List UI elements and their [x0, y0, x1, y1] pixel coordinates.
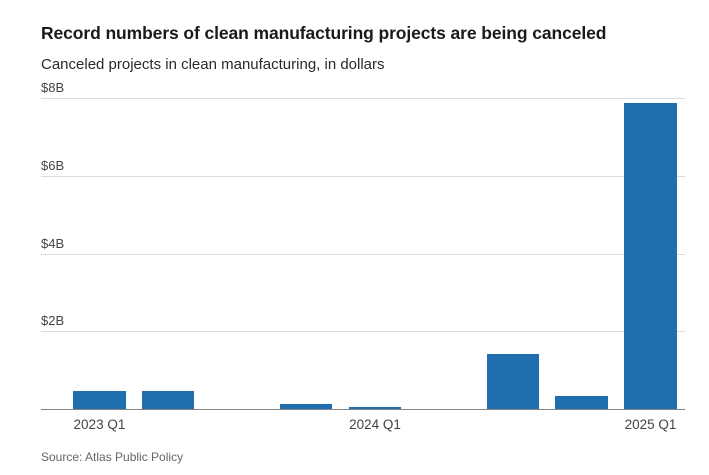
- chart-subtitle: Canceled projects in clean manufacturing…: [41, 56, 385, 73]
- gridline: [41, 175, 685, 177]
- y-tick-label: $2B: [41, 313, 65, 329]
- source-note: Source: Atlas Public Policy: [41, 450, 184, 464]
- bars-layer: [65, 85, 685, 410]
- bar-2023-q4: [279, 404, 333, 410]
- chart-title: Record numbers of clean manufacturing pr…: [41, 23, 607, 43]
- x-axis-baseline: [41, 409, 685, 410]
- gridline: [41, 98, 685, 99]
- bar-2024-q4: [555, 395, 608, 410]
- y-tick-label: $4B: [41, 235, 65, 251]
- bar-2024-q1: [348, 406, 402, 410]
- x-tick-label: 2025 Q1: [624, 417, 677, 432]
- plot-area: $2B $4B $6B $8B: [41, 81, 685, 410]
- y-tick-label: $8B: [41, 80, 65, 95]
- bar-2025-q1: [624, 102, 677, 410]
- x-tick-label: 2023 Q1: [73, 417, 126, 432]
- gridline: [41, 253, 685, 255]
- x-tick-label: 2024 Q1: [349, 417, 401, 432]
- y-tick-label: $6B: [41, 157, 65, 173]
- gridline: [41, 331, 685, 333]
- bar-2024-q3: [486, 353, 539, 410]
- bar-2023-q2: [142, 390, 195, 410]
- x-axis-labels: 2023 Q1 2024 Q1 2025 Q1: [65, 410, 685, 434]
- bar-2023-q1: [73, 390, 126, 410]
